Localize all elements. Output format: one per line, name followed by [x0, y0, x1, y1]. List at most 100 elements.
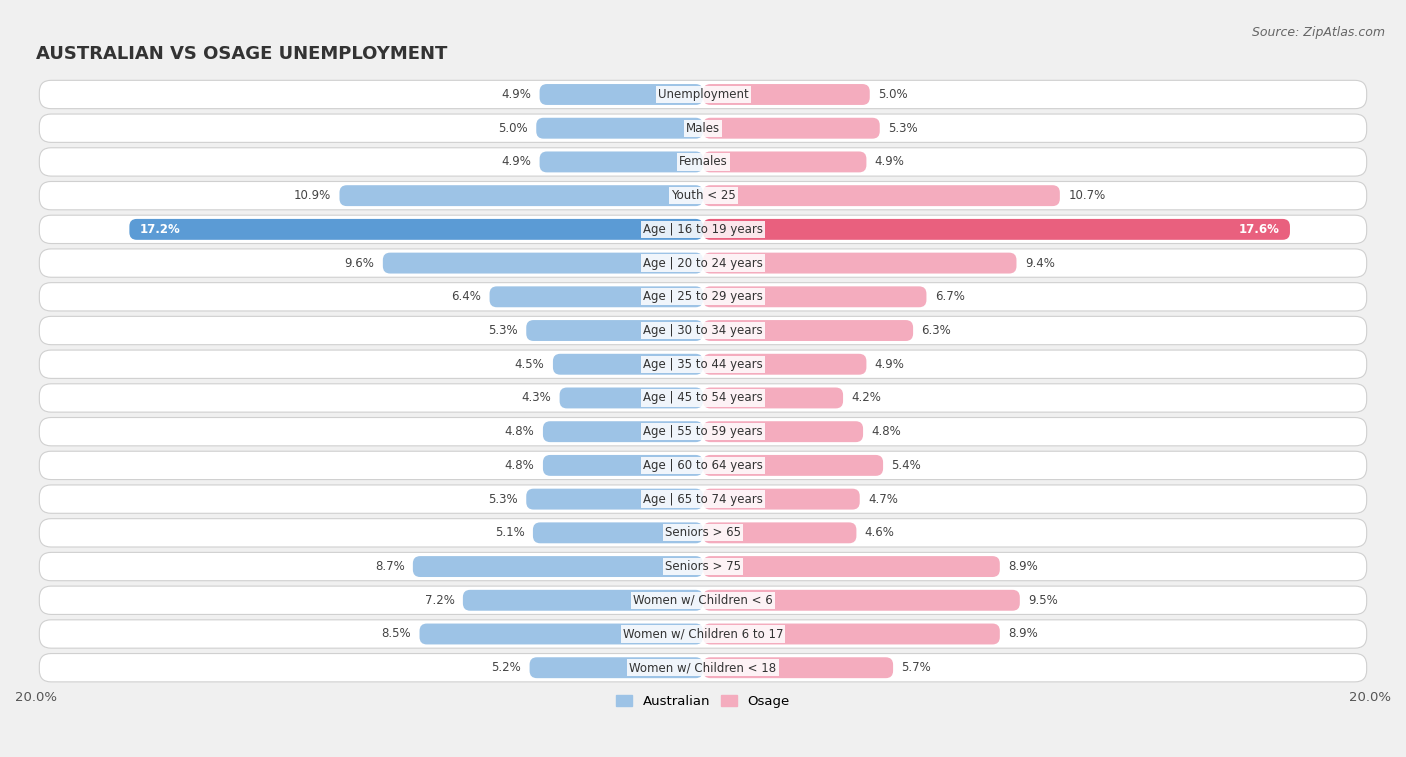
Text: 5.1%: 5.1%	[495, 526, 524, 539]
Text: Seniors > 65: Seniors > 65	[665, 526, 741, 539]
Text: 5.7%: 5.7%	[901, 661, 931, 674]
Text: 4.8%: 4.8%	[872, 425, 901, 438]
FancyBboxPatch shape	[703, 253, 1017, 273]
Text: 4.5%: 4.5%	[515, 358, 544, 371]
FancyBboxPatch shape	[39, 620, 1367, 648]
FancyBboxPatch shape	[526, 489, 703, 509]
FancyBboxPatch shape	[543, 455, 703, 476]
Legend: Australian, Osage: Australian, Osage	[612, 690, 794, 713]
FancyBboxPatch shape	[339, 185, 703, 206]
Text: 4.8%: 4.8%	[505, 425, 534, 438]
Text: Age | 25 to 29 years: Age | 25 to 29 years	[643, 290, 763, 304]
FancyBboxPatch shape	[39, 316, 1367, 344]
FancyBboxPatch shape	[39, 215, 1367, 244]
FancyBboxPatch shape	[703, 522, 856, 544]
FancyBboxPatch shape	[703, 320, 912, 341]
FancyBboxPatch shape	[540, 84, 703, 105]
FancyBboxPatch shape	[39, 586, 1367, 615]
FancyBboxPatch shape	[39, 148, 1367, 176]
FancyBboxPatch shape	[703, 84, 870, 105]
FancyBboxPatch shape	[526, 320, 703, 341]
Text: 4.9%: 4.9%	[875, 155, 904, 168]
Text: 8.9%: 8.9%	[1008, 628, 1038, 640]
FancyBboxPatch shape	[703, 388, 844, 409]
FancyBboxPatch shape	[39, 282, 1367, 311]
FancyBboxPatch shape	[703, 489, 859, 509]
Text: Age | 55 to 59 years: Age | 55 to 59 years	[643, 425, 763, 438]
Text: Women w/ Children < 6: Women w/ Children < 6	[633, 593, 773, 607]
FancyBboxPatch shape	[39, 384, 1367, 412]
FancyBboxPatch shape	[39, 485, 1367, 513]
FancyBboxPatch shape	[39, 182, 1367, 210]
Text: 4.9%: 4.9%	[875, 358, 904, 371]
Text: 5.0%: 5.0%	[879, 88, 908, 101]
FancyBboxPatch shape	[703, 657, 893, 678]
FancyBboxPatch shape	[39, 249, 1367, 277]
Text: 5.3%: 5.3%	[488, 324, 517, 337]
FancyBboxPatch shape	[560, 388, 703, 409]
Text: 17.6%: 17.6%	[1239, 223, 1279, 236]
FancyBboxPatch shape	[39, 553, 1367, 581]
Text: 8.9%: 8.9%	[1008, 560, 1038, 573]
FancyBboxPatch shape	[703, 118, 880, 139]
Text: Age | 45 to 54 years: Age | 45 to 54 years	[643, 391, 763, 404]
Text: 4.2%: 4.2%	[852, 391, 882, 404]
Text: 7.2%: 7.2%	[425, 593, 454, 607]
Text: 4.6%: 4.6%	[865, 526, 894, 539]
FancyBboxPatch shape	[39, 519, 1367, 547]
Text: 4.9%: 4.9%	[502, 88, 531, 101]
Text: 8.5%: 8.5%	[381, 628, 411, 640]
FancyBboxPatch shape	[703, 286, 927, 307]
Text: 9.5%: 9.5%	[1028, 593, 1057, 607]
FancyBboxPatch shape	[39, 350, 1367, 378]
Text: 6.4%: 6.4%	[451, 290, 481, 304]
Text: AUSTRALIAN VS OSAGE UNEMPLOYMENT: AUSTRALIAN VS OSAGE UNEMPLOYMENT	[37, 45, 447, 64]
FancyBboxPatch shape	[39, 114, 1367, 142]
Text: 17.2%: 17.2%	[139, 223, 180, 236]
FancyBboxPatch shape	[129, 219, 703, 240]
Text: Seniors > 75: Seniors > 75	[665, 560, 741, 573]
Text: 4.7%: 4.7%	[868, 493, 898, 506]
Text: 9.4%: 9.4%	[1025, 257, 1054, 269]
Text: Unemployment: Unemployment	[658, 88, 748, 101]
Text: 5.3%: 5.3%	[488, 493, 517, 506]
FancyBboxPatch shape	[39, 653, 1367, 682]
Text: Age | 35 to 44 years: Age | 35 to 44 years	[643, 358, 763, 371]
Text: Females: Females	[679, 155, 727, 168]
FancyBboxPatch shape	[703, 590, 1019, 611]
Text: Women w/ Children < 18: Women w/ Children < 18	[630, 661, 776, 674]
FancyBboxPatch shape	[489, 286, 703, 307]
Text: Women w/ Children 6 to 17: Women w/ Children 6 to 17	[623, 628, 783, 640]
FancyBboxPatch shape	[703, 421, 863, 442]
Text: Youth < 25: Youth < 25	[671, 189, 735, 202]
Text: Age | 16 to 19 years: Age | 16 to 19 years	[643, 223, 763, 236]
FancyBboxPatch shape	[703, 624, 1000, 644]
FancyBboxPatch shape	[543, 421, 703, 442]
Text: Males: Males	[686, 122, 720, 135]
Text: 5.3%: 5.3%	[889, 122, 918, 135]
Text: 10.9%: 10.9%	[294, 189, 332, 202]
Text: 10.7%: 10.7%	[1069, 189, 1105, 202]
FancyBboxPatch shape	[553, 354, 703, 375]
Text: 4.9%: 4.9%	[502, 155, 531, 168]
Text: 5.0%: 5.0%	[498, 122, 527, 135]
Text: Age | 30 to 34 years: Age | 30 to 34 years	[643, 324, 763, 337]
Text: 4.3%: 4.3%	[522, 391, 551, 404]
FancyBboxPatch shape	[419, 624, 703, 644]
Text: 6.7%: 6.7%	[935, 290, 965, 304]
Text: Age | 65 to 74 years: Age | 65 to 74 years	[643, 493, 763, 506]
FancyBboxPatch shape	[703, 455, 883, 476]
FancyBboxPatch shape	[533, 522, 703, 544]
FancyBboxPatch shape	[39, 451, 1367, 480]
FancyBboxPatch shape	[413, 556, 703, 577]
Text: 5.2%: 5.2%	[492, 661, 522, 674]
Text: 8.7%: 8.7%	[375, 560, 405, 573]
FancyBboxPatch shape	[536, 118, 703, 139]
Text: Source: ZipAtlas.com: Source: ZipAtlas.com	[1251, 26, 1385, 39]
Text: 4.8%: 4.8%	[505, 459, 534, 472]
FancyBboxPatch shape	[703, 354, 866, 375]
Text: Age | 60 to 64 years: Age | 60 to 64 years	[643, 459, 763, 472]
Text: Age | 20 to 24 years: Age | 20 to 24 years	[643, 257, 763, 269]
FancyBboxPatch shape	[703, 556, 1000, 577]
FancyBboxPatch shape	[703, 219, 1289, 240]
